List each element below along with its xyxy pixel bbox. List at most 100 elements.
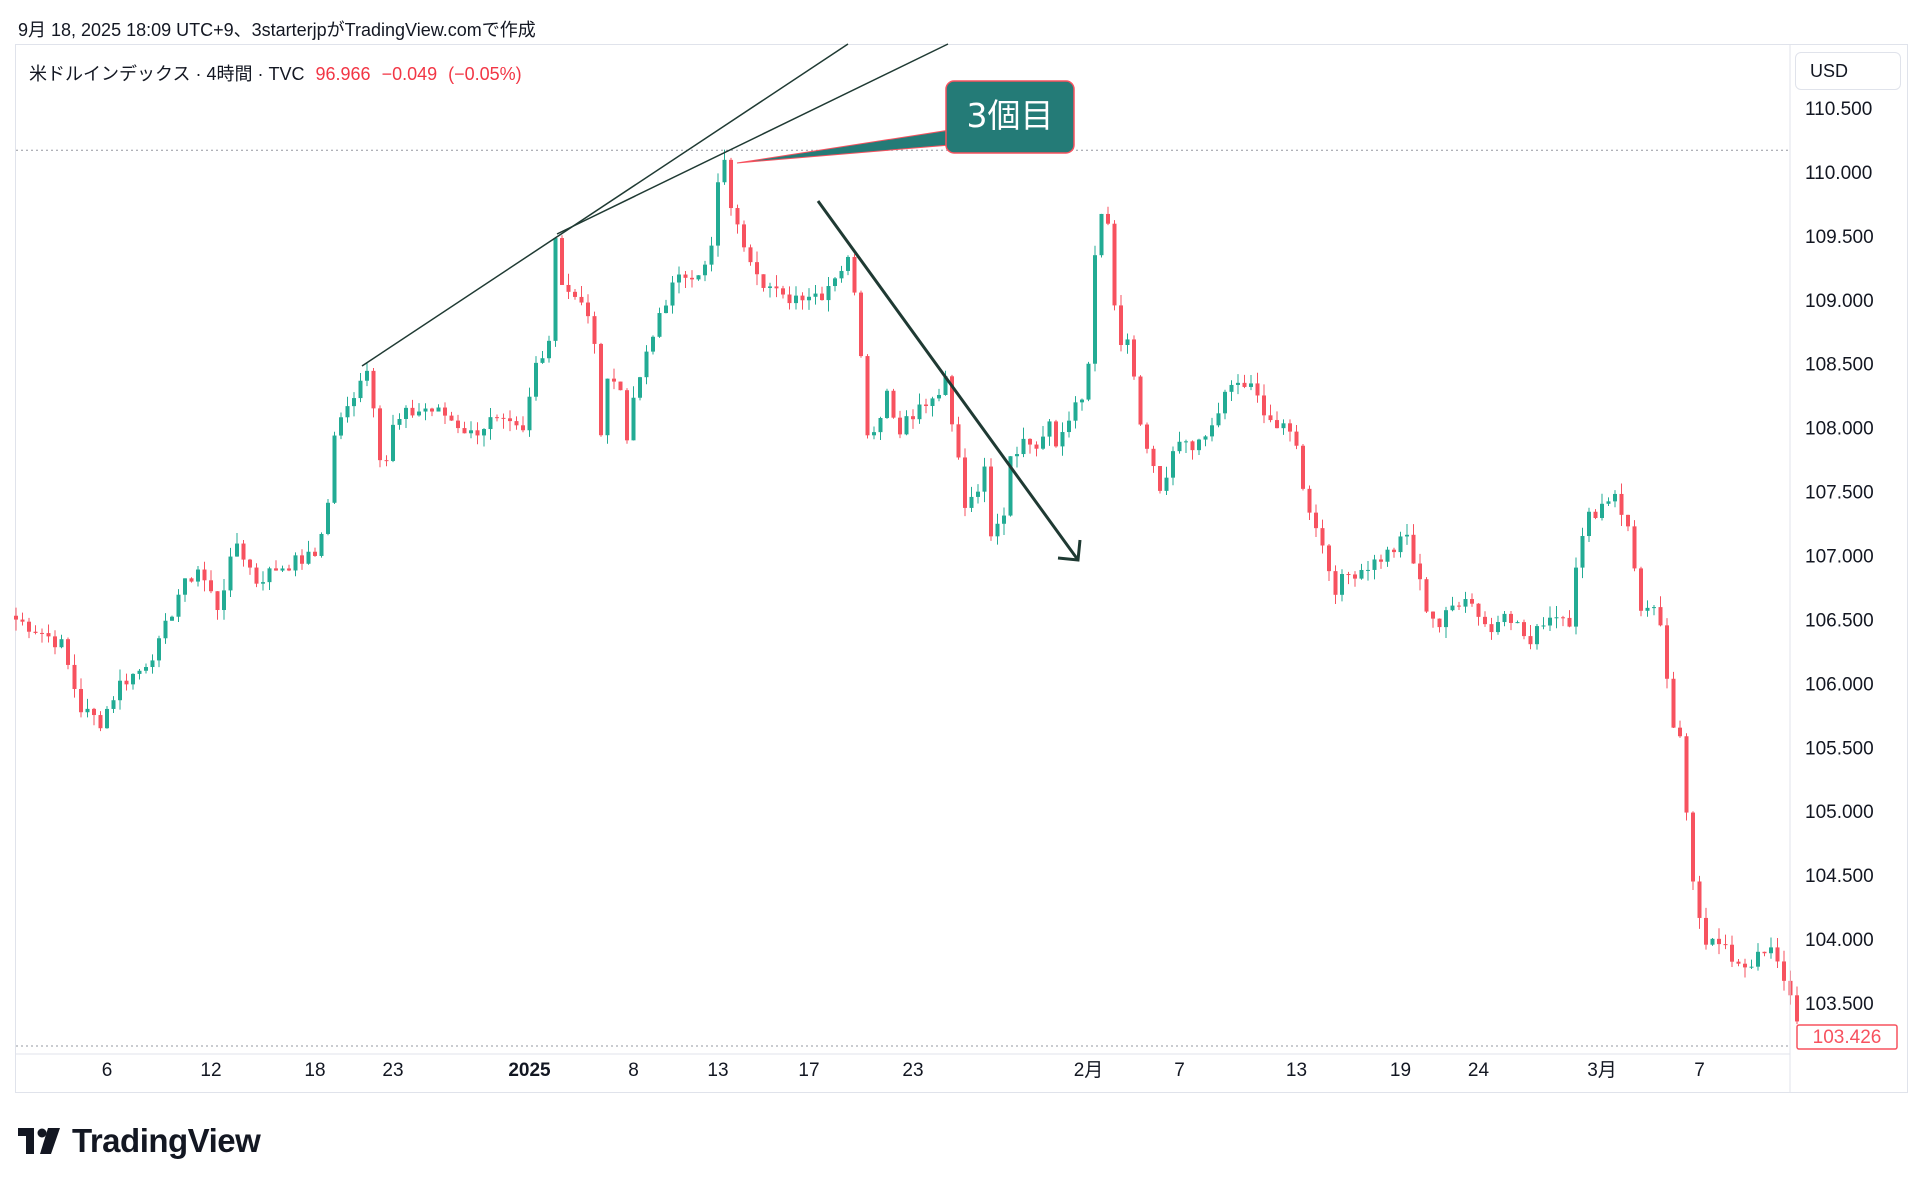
candle-body (222, 590, 226, 611)
candle-body (1392, 549, 1396, 553)
candle-body (1769, 947, 1773, 954)
candle-body (995, 523, 1000, 537)
candle-body (371, 370, 376, 409)
candle-body (911, 416, 915, 420)
candle-body (293, 555, 298, 571)
price-change: −0.049 (381, 64, 438, 84)
symbol-label: 米ドルインデックス · 4時間 · TVC (29, 64, 305, 84)
y-tick-label: 105.000 (1805, 802, 1874, 823)
candle-body (248, 559, 252, 568)
candle-body (1418, 563, 1422, 580)
x-tick-label: 6 (102, 1060, 113, 1081)
candle-body (1632, 526, 1637, 569)
candle-body (488, 417, 493, 430)
candle-body (618, 381, 623, 391)
trend-line-1 (361, 43, 849, 367)
candle-body (475, 430, 480, 436)
candle-body (859, 292, 863, 357)
candle-body (1398, 536, 1403, 553)
candle-body (540, 358, 545, 363)
candle-body (1333, 571, 1338, 595)
candle-body (794, 295, 798, 304)
candle-body (839, 270, 844, 279)
candle-body (521, 425, 525, 431)
candle-body (79, 688, 83, 713)
candle-body (709, 245, 714, 265)
candle-body (456, 420, 460, 429)
last-price-box (1796, 1024, 1898, 1050)
candle-body (1002, 515, 1006, 524)
candle-body (1775, 947, 1780, 962)
candle-body (716, 182, 720, 246)
tradingview-logo[interactable]: TradingView (18, 1122, 261, 1160)
candle-body (1509, 613, 1513, 623)
candle-body (1366, 569, 1370, 571)
candle-body (215, 591, 220, 611)
candle-body (1476, 603, 1481, 617)
candle-body (267, 568, 272, 583)
candle-body (1697, 881, 1702, 918)
candle-body (46, 633, 51, 637)
candle-body (1457, 605, 1461, 607)
candle-body (664, 305, 668, 314)
chart-frame[interactable] (15, 44, 1908, 1093)
candle-body (274, 568, 278, 571)
candle-body (1795, 995, 1799, 1022)
tv-logo-icon (18, 1128, 60, 1154)
candle-body (1619, 493, 1624, 515)
candle-body (1034, 444, 1039, 449)
candle-body (534, 362, 538, 397)
candle-body (163, 620, 168, 639)
callout-box (945, 80, 1075, 154)
y-tick-label: 110.000 (1805, 163, 1872, 184)
candle-body (872, 432, 876, 436)
x-tick-label: 13 (707, 1060, 728, 1081)
candle-body (462, 428, 467, 434)
candle-body (560, 238, 564, 285)
currency-selector[interactable]: USD (1795, 52, 1901, 90)
candle-body (1346, 574, 1351, 576)
candle-body (1548, 617, 1552, 626)
candle-body (1580, 536, 1585, 568)
candle-body (1613, 493, 1617, 502)
candle-body (1340, 574, 1344, 595)
candle-body (1164, 477, 1169, 491)
candle-body (1437, 618, 1442, 628)
candle-body (1723, 944, 1728, 946)
candle-body (644, 351, 649, 378)
candle-body (423, 408, 428, 412)
candle-body (1528, 636, 1533, 645)
candle-body (1658, 607, 1663, 626)
candle-body (1704, 917, 1708, 945)
y-tick-label: 103.500 (1805, 994, 1874, 1015)
candle-body (1496, 622, 1500, 633)
candle-body (98, 715, 103, 729)
candle-body (696, 275, 701, 280)
symbol-legend[interactable]: 米ドルインデックス · 4時間 · TVC 96.966 −0.049 (−0.… (29, 60, 528, 86)
candle-body (1489, 624, 1494, 633)
candle-body (280, 568, 285, 571)
candle-body (1301, 445, 1305, 489)
candle-body (365, 370, 369, 381)
candle-body (1600, 503, 1604, 518)
candle-body (677, 274, 681, 283)
candle-body (1320, 528, 1325, 546)
down-arrow-line (816, 200, 1080, 561)
candle-body (469, 430, 473, 434)
candle-body (1626, 514, 1630, 527)
x-tick-label: 3月 (1587, 1060, 1617, 1081)
candle-body (1554, 617, 1559, 619)
y-tick-label: 108.000 (1805, 419, 1874, 440)
candle-body (761, 274, 766, 288)
candle-body (820, 293, 824, 301)
candle-body (14, 615, 18, 620)
candle-body (729, 159, 733, 209)
last-price-label: 103.426 (1813, 1027, 1882, 1048)
candle-body (833, 278, 837, 287)
candle-body (579, 296, 584, 303)
candle-body (1411, 534, 1416, 564)
candle-body (92, 708, 96, 716)
candle-body (956, 424, 961, 458)
trend-line-2 (556, 43, 949, 235)
